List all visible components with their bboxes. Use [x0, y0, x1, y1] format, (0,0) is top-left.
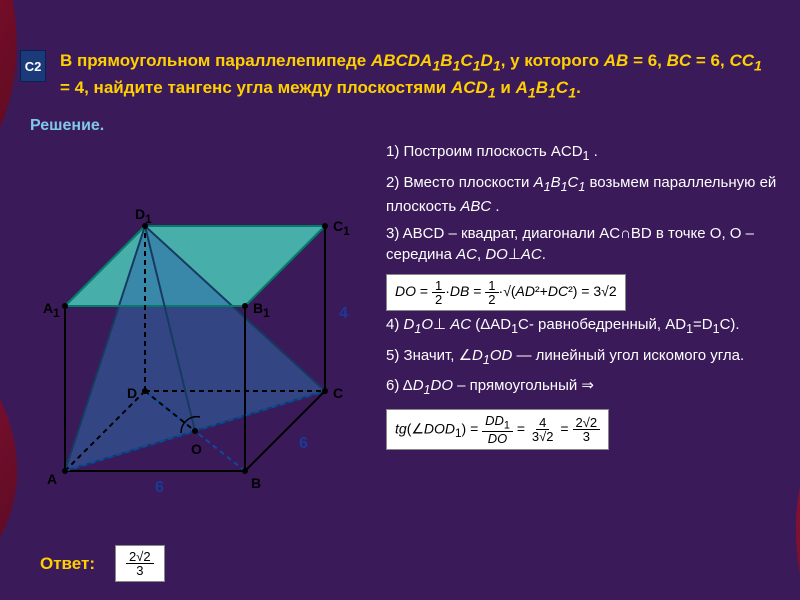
answer-value: 2√23 [115, 545, 165, 582]
problem-statement: В прямоугольном параллелепипеде ABCDA1B1… [60, 50, 770, 103]
solution-steps: 1) Построим плоскость ACD1 . 2) Вместо п… [380, 141, 780, 521]
formula-tg: tg(∠DOD1) = DD1DO = 43√2 = 2√23 [386, 409, 609, 450]
geometry-diagram: ABCDA1B1C1D1O664 [20, 141, 380, 521]
answer-label: Ответ: [40, 554, 95, 574]
formula-do: DO = 12·DB = 12·√(AD²+DC²) = 3√2 [386, 274, 626, 311]
solution-label: Решение. [30, 117, 780, 135]
answer-row: Ответ: 2√23 [40, 545, 165, 582]
problem-badge: C2 [20, 50, 46, 82]
